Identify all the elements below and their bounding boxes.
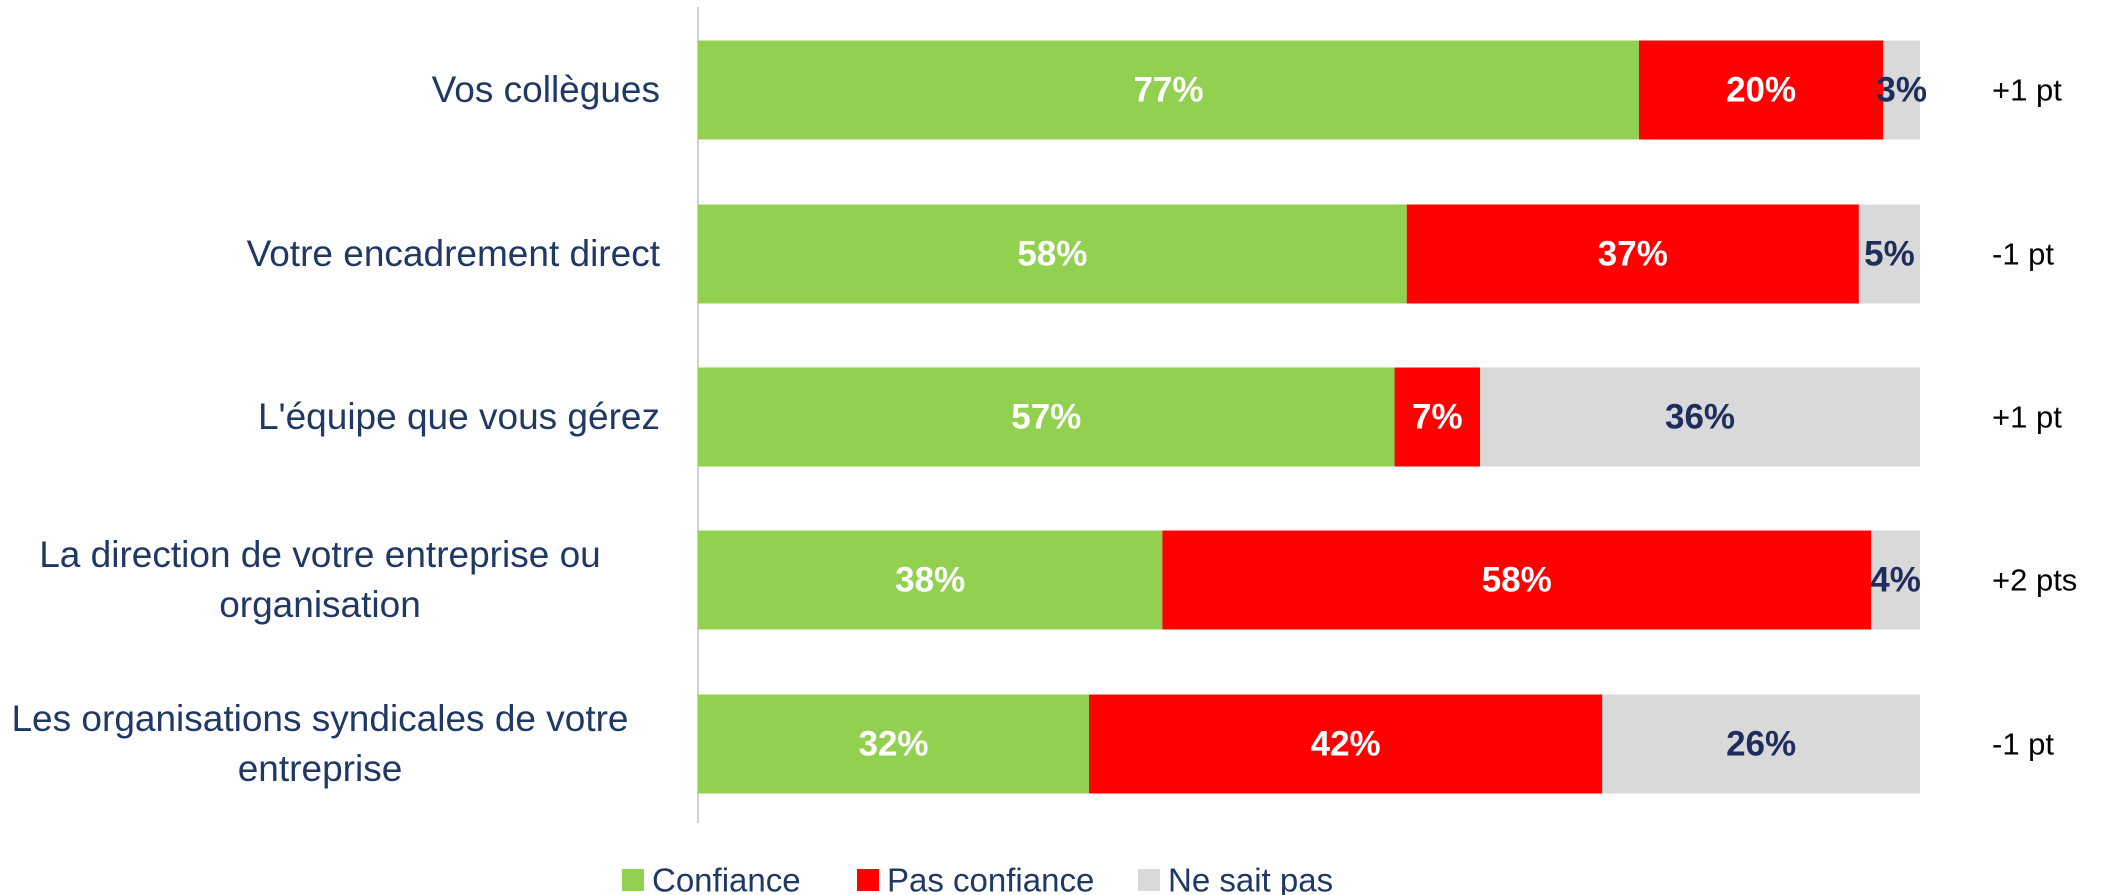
value-label: 58%	[1482, 561, 1552, 600]
legend-label: Ne sait pas	[1168, 862, 1333, 895]
category-text: Les organisations syndicales de votre en…	[11, 698, 629, 789]
value-label: 32%	[858, 725, 928, 764]
value-label: 37%	[1598, 235, 1668, 274]
bar-segment	[1871, 530, 1920, 630]
annotation: -1 pt	[1992, 237, 2054, 272]
category-text: Votre encadrement direct	[246, 233, 660, 274]
legend-swatch	[1138, 869, 1160, 891]
value-label: 4%	[1870, 561, 1921, 600]
value-label: 5%	[1864, 235, 1915, 274]
value-label: 42%	[1311, 725, 1381, 764]
bar-segment	[1602, 694, 1920, 794]
value-label: 58%	[1017, 235, 1087, 274]
legend-swatch	[622, 869, 644, 891]
value-label: 38%	[895, 561, 965, 600]
category-label: La direction de votre entreprise ou orga…	[0, 520, 660, 640]
category-label: Vos collègues	[0, 30, 660, 150]
bar-segment	[698, 530, 1163, 630]
category-text: La direction de votre entreprise ou orga…	[39, 534, 601, 625]
bar-segment	[1162, 530, 1872, 630]
annotation: +1 pt	[1992, 73, 2062, 108]
bar-segment	[1089, 694, 1603, 794]
bar-segment	[1394, 367, 1481, 467]
category-label: Les organisations syndicales de votre en…	[0, 684, 660, 804]
category-text: L'équipe que vous gérez	[257, 396, 660, 437]
bar-segment	[1638, 40, 1884, 140]
bar-segment	[698, 694, 1090, 794]
annotation: -1 pt	[1992, 727, 2054, 762]
value-label: 57%	[1011, 398, 1081, 437]
annotation: +1 pt	[1992, 400, 2062, 435]
bar-segment	[1858, 204, 1920, 304]
legend-label: Confiance	[652, 862, 801, 895]
value-label: 7%	[1412, 398, 1463, 437]
value-label: 77%	[1133, 71, 1203, 110]
legend-swatch	[857, 869, 879, 891]
bar-segment	[698, 40, 1639, 140]
annotation: +2 pts	[1992, 563, 2077, 598]
bar-segment	[698, 204, 1407, 304]
bar-segment	[1883, 40, 1920, 140]
category-label: Votre encadrement direct	[0, 194, 660, 314]
bar-segment	[1406, 204, 1859, 304]
bar-segment	[698, 367, 1395, 467]
value-label: 26%	[1726, 725, 1796, 764]
category-text: Vos collègues	[431, 69, 660, 110]
value-label: 3%	[1876, 71, 1927, 110]
value-label: 20%	[1726, 71, 1796, 110]
bar-segment	[1480, 367, 1920, 467]
legend-label: Pas confiance	[887, 862, 1094, 895]
category-label: L'équipe que vous gérez	[0, 357, 660, 477]
value-label: 36%	[1665, 398, 1735, 437]
